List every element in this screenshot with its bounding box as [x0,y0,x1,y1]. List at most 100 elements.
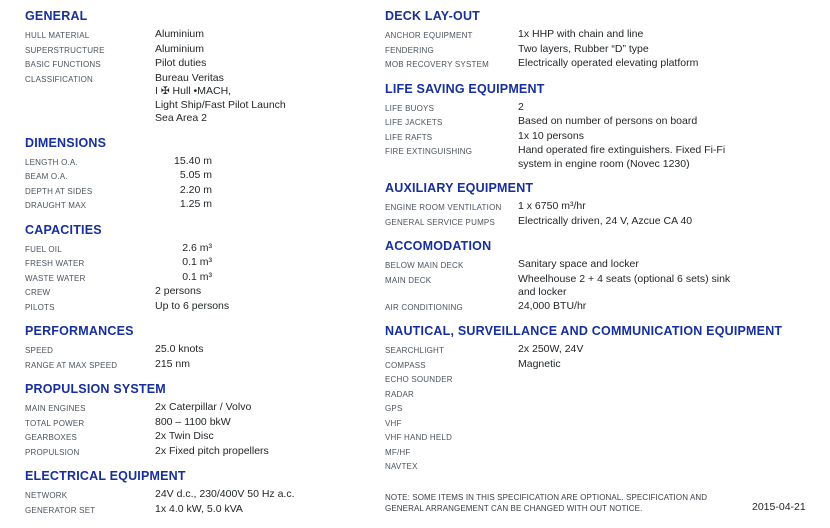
spec-row: NETWORK 24V d.c., 230/400V 50 Hz a.c. [25,488,360,503]
section-title: ACCOMODATION [385,239,492,253]
spec-row: WASTE WATER 0.1 m³ [25,271,360,286]
spec-value-line: 2x Twin Disc [155,430,214,442]
spec-value-line: Magnetic [518,357,561,370]
spec-value: 2 [518,101,815,115]
section-general: GENERAL HULL MATERIAL Aluminium SUPERSTRUCT… [25,10,360,126]
spec-value-line: Wheelhouse 2 + 4 seats (optional 6 sets)… [518,272,731,285]
spec-value: Magnetic [518,358,815,372]
spec-value: 2 persons [155,285,360,299]
spec-row: GENERAL SERVICE PUMPS Electrically driven… [385,215,815,230]
spec-value: 2x Caterpillar / Volvo [155,401,360,415]
spec-value-line: Hand operated fire extinguishers. Fixed … [518,144,726,156]
spec-value: 24V d.c., 230/400V 50 Hz a.c. [155,488,360,502]
spec-label: BEAM O.A. [25,172,68,181]
spec-label: MAIN ENGINES [25,404,86,413]
spec-label: SEARCHLIGHT [385,346,445,355]
spec-row: FIRE EXTINGUISHING Hand operated fire ext… [385,144,815,171]
spec-label: GEARBOXES [25,433,78,442]
spec-label: BELOW MAIN DECK [385,261,464,270]
section-nautical-surveillance-and-communication-equipment: NAUTICAL, SURVEILLANCE AND COMMUNICATION… [385,325,815,474]
spec-value-line: Based on number of persons on board [518,115,698,127]
spec-value: Aluminium [155,28,360,42]
spec-value [518,387,815,401]
spec-value: 0.1 m³ [155,271,360,285]
spec-value: 2x 250W, 24V [518,343,815,357]
spec-value-line: Pilot duties [155,57,207,69]
section-dimensions: DIMENSIONS LENGTH O.A. 15.40 m BEAM O.A. 5.0… [25,136,360,213]
spec-value-line: Electrically operated elevating platform [518,57,699,69]
spec-label: RADAR [385,389,415,399]
spec-row: RADAR [385,387,815,402]
spec-label: GPS [385,404,403,413]
spec-value-line: 0.1 m³ [182,256,212,268]
spec-label: ANCHOR EQUIPMENT [385,31,473,40]
spec-row: FENDERING Two layers, Rubber “D” type [385,43,815,58]
spec-value: 24,000 BTU/hr [518,300,815,314]
spec-value-line: 2.20 m [179,183,212,196]
spec-row: NAVTEX [385,459,815,474]
spec-row: BELOW MAIN DECK Sanitary space and locker [385,258,815,273]
spec-label: LIFE RAFTS [385,132,433,142]
spec-value: 215 nm [155,358,360,372]
spec-label: TOTAL POWER [25,418,85,428]
spec-row: FUEL OIL 2.6 m³ [25,242,360,257]
section-title: AUXILIARY EQUIPMENT [385,181,534,195]
section-title: ELECTRICAL EQUIPMENT [25,469,186,483]
spec-value: 0.1 m³ [155,256,360,270]
spec-value: Two layers, Rubber “D” type [518,43,815,57]
spec-value-line: Aluminium [155,42,205,55]
spec-value [518,416,815,430]
spec-value-line: 0.1 m³ [182,270,212,283]
spec-label: LENGTH O.A. [25,157,78,167]
spec-label: ENGINE ROOM VENTILATION [385,203,502,212]
spec-value-line: Aluminium [155,28,205,40]
spec-value-line: 24,000 BTU/hr [518,299,587,312]
spec-value: 2x Fixed pitch propellers [155,445,360,459]
spec-value: 1x 10 persons [518,130,815,144]
spec-row: HULL MATERIAL Aluminium [25,28,360,43]
spec-value: Wheelhouse 2 + 4 seats (optional 6 sets)… [518,273,815,300]
spec-row: MAIN DECK Wheelhouse 2 + 4 seats (optiona… [385,273,815,300]
spec-value: 1x 4.0 kW, 5.0 kVA [155,503,360,517]
spec-row: BASIC FUNCTIONS Pilot duties [25,57,360,72]
spec-row: VHF HAND HELD [385,430,815,445]
spec-label: FENDERING [385,45,434,55]
spec-row: GPS [385,401,815,416]
spec-label: CLASSIFICATION [25,74,93,84]
spec-value-line: 2 [518,100,524,113]
spec-label: GENERATOR SET [25,505,96,515]
section-accomodation: ACCOMODATION BELOW MAIN DECK Sanitary spac… [385,240,815,314]
spec-row: TOTAL POWER 800 – 1100 bkW [25,416,360,431]
section-title: GENERAL [25,9,88,23]
spec-label: RANGE AT MAX SPEED [25,360,118,370]
spec-row: RANGE AT MAX SPEED 215 nm [25,358,360,373]
spec-value-line: 2 persons [155,285,202,297]
spec-value: Hand operated fire extinguishers. Fixed … [518,144,815,171]
spec-row: LIFE JACKETS Based on number of persons o… [385,115,815,130]
spec-value-line: 1x 10 persons [518,129,584,142]
spec-label: AIR CONDITIONING [385,302,463,312]
spec-value-line: Two layers, Rubber “D” type [518,42,649,55]
spec-row: CLASSIFICATION Bureau Veritas I ✠ Hull •MA… [25,72,360,126]
spec-value: Sanitary space and locker [518,258,815,272]
spec-row: LIFE BUOYS 2 [385,101,815,116]
spec-label: MF/HF [385,447,411,457]
spec-value: 25.0 knots [155,343,360,357]
spec-row: GEARBOXES 2x Twin Disc [25,430,360,445]
spec-label: FUEL OIL [25,244,62,254]
section-title: LIFE SAVING EQUIPMENT [385,81,545,96]
spec-label: MAIN DECK [385,275,432,285]
spec-label: ECHO SOUNDER [385,375,453,384]
spec-row: SUPERSTRUCTURE Aluminium [25,43,360,58]
section-title: CAPACITIES [25,222,102,237]
spec-value-line: 1 x 6750 m³/hr [518,200,586,212]
spec-value-line: 25.0 knots [155,343,204,355]
section-deck-lay-out: DECK LAY-OUT ANCHOR EQUIPMENT 1x HHP with … [385,10,815,72]
spec-value-line: 2x Fixed pitch propellers [155,444,269,457]
spec-value-line: and locker [518,286,567,298]
spec-row: AIR CONDITIONING 24,000 BTU/hr [385,300,815,315]
spec-value: 1 x 6750 m³/hr [518,200,815,214]
spec-label: PILOTS [25,302,55,312]
spec-value: 2x Twin Disc [155,430,360,444]
spec-row: ECHO SOUNDER [385,372,815,387]
